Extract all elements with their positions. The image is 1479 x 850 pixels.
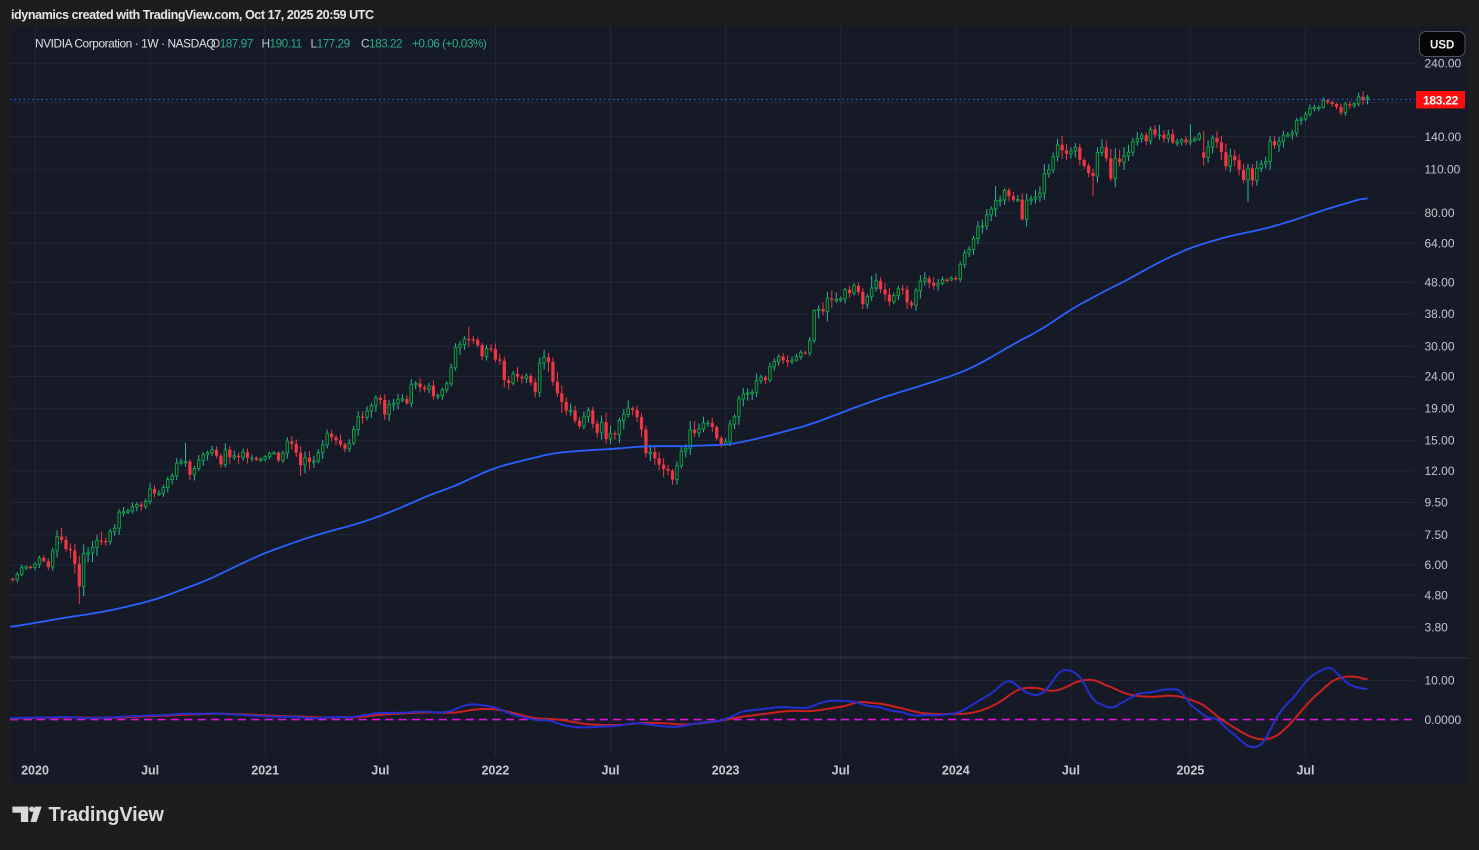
- svg-text:2022: 2022: [481, 764, 509, 778]
- svg-text:80.00: 80.00: [1425, 206, 1455, 220]
- svg-text:C183.22: C183.22: [361, 37, 402, 51]
- svg-text:140.00: 140.00: [1425, 130, 1462, 144]
- svg-text:TradingView: TradingView: [49, 804, 165, 826]
- svg-text:4.80: 4.80: [1425, 589, 1449, 603]
- svg-text:10.00: 10.00: [1425, 674, 1455, 688]
- svg-text:48.00: 48.00: [1425, 275, 1455, 289]
- svg-text:30.00: 30.00: [1425, 339, 1455, 353]
- svg-text:Jul: Jul: [601, 764, 619, 778]
- svg-text:idynamics created with Trading: idynamics created with TradingView.com, …: [11, 8, 374, 22]
- svg-text:0.0000: 0.0000: [1425, 713, 1462, 727]
- svg-text:USD: USD: [1430, 39, 1454, 51]
- svg-text:12.00: 12.00: [1425, 464, 1455, 478]
- svg-text:24.00: 24.00: [1425, 370, 1455, 384]
- svg-text:Jul: Jul: [1062, 764, 1080, 778]
- svg-text:6.00: 6.00: [1425, 558, 1449, 572]
- svg-text:Jul: Jul: [371, 764, 389, 778]
- svg-text:110.00: 110.00: [1425, 163, 1461, 177]
- svg-text:Jul: Jul: [141, 764, 159, 778]
- svg-text:L177.29: L177.29: [311, 37, 350, 51]
- svg-text:2021: 2021: [251, 764, 279, 778]
- svg-text:H190.11: H190.11: [262, 37, 302, 51]
- svg-text:15.00: 15.00: [1425, 434, 1455, 448]
- svg-text:9.50: 9.50: [1425, 496, 1449, 510]
- svg-text:183.22: 183.22: [1423, 93, 1459, 107]
- svg-text:64.00: 64.00: [1425, 236, 1455, 250]
- svg-text:19.00: 19.00: [1425, 401, 1455, 415]
- svg-text:NVIDIA Corporation · 1W · NASD: NVIDIA Corporation · 1W · NASDAQ: [35, 37, 215, 51]
- svg-text:2020: 2020: [21, 764, 49, 778]
- svg-text:+0.06 (+0.03%): +0.06 (+0.03%): [412, 37, 487, 51]
- svg-text:O187.97: O187.97: [211, 37, 253, 51]
- svg-text:2023: 2023: [712, 764, 740, 778]
- svg-text:Jul: Jul: [1296, 764, 1314, 778]
- svg-text:2025: 2025: [1176, 764, 1204, 778]
- svg-text:2024: 2024: [942, 764, 970, 778]
- svg-text:240.00: 240.00: [1425, 57, 1462, 71]
- svg-text:Jul: Jul: [832, 764, 850, 778]
- svg-text:38.00: 38.00: [1425, 307, 1455, 321]
- svg-text:3.80: 3.80: [1425, 620, 1449, 634]
- svg-text:7.50: 7.50: [1425, 528, 1449, 542]
